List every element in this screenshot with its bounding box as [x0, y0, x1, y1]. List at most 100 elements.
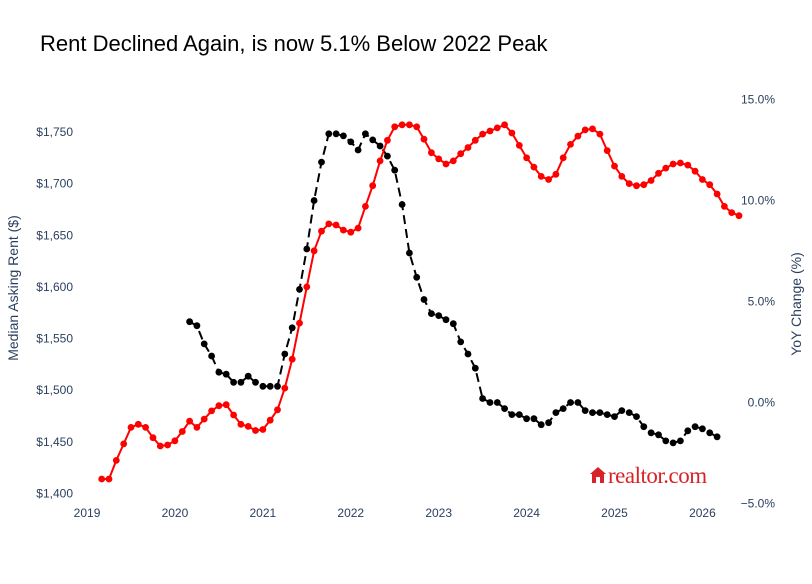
- yoy-change-point: [479, 395, 486, 402]
- yoy-change-point: [574, 399, 582, 406]
- y-axis-ticks: $1,400 $1,450 $1,500 $1,550 $1,600 $1,650 $1,7…: [36, 125, 73, 501]
- y2-tick-label: 0.0%: [748, 396, 776, 410]
- yoy-change-point: [603, 411, 611, 418]
- yoy-change-point: [567, 399, 574, 406]
- median-rent-point: [677, 159, 684, 167]
- median-rent-point: [200, 415, 208, 423]
- median-rent-point: [625, 180, 633, 188]
- yoy-change-point: [611, 413, 618, 420]
- realtor-logo-text: realtor.com: [608, 463, 707, 488]
- median-rent-point: [391, 123, 399, 131]
- median-rent-point: [559, 154, 567, 162]
- x-tick-label: 2020: [162, 506, 189, 520]
- median-rent-point: [530, 163, 538, 171]
- median-rent-point: [633, 182, 640, 190]
- y2-axis-title: YoY Change (%): [788, 252, 804, 356]
- chart-title: Rent Declined Again, is now 5.1% Below 2…: [40, 31, 549, 56]
- yoy-change-point: [237, 378, 245, 386]
- median-rent-point: [413, 123, 421, 131]
- median-rent-point: [596, 130, 604, 138]
- median-rent-point: [728, 209, 736, 217]
- x-tick-label: 2019: [74, 506, 101, 520]
- median-rent-point: [347, 228, 355, 236]
- median-rent-point: [735, 212, 743, 220]
- median-rent-point: [105, 475, 113, 483]
- yoy-change-point: [486, 399, 494, 406]
- yoy-change-point: [244, 372, 252, 380]
- x-tick-label: 2022: [337, 506, 364, 520]
- y2-tick-label: 15.0%: [741, 93, 775, 107]
- y-tick-label: $1,550: [36, 332, 73, 346]
- y-tick-label: $1,600: [36, 280, 73, 294]
- median-rent-point: [376, 157, 384, 165]
- median-rent-point: [464, 144, 472, 151]
- yoy-change-point: [442, 316, 450, 324]
- median-rent-point: [127, 424, 135, 431]
- yoy-change-point: [325, 130, 333, 138]
- yoy-change-point: [662, 437, 670, 445]
- median-rent-point: [178, 428, 186, 435]
- yoy-change-point: [208, 352, 216, 360]
- yoy-change-point: [413, 273, 421, 281]
- median-rent-point: [318, 227, 325, 235]
- yoy-change-point: [457, 338, 465, 346]
- median-rent-point: [581, 126, 589, 134]
- median-rent-point: [259, 426, 267, 433]
- yoy-change-point: [508, 411, 516, 418]
- yoy-change-point: [647, 429, 655, 437]
- median-rent-point: [428, 149, 435, 157]
- x-axis-ticks: 2019 2020 2021 2022 2023 2024 2025 2026: [74, 506, 716, 520]
- median-rent-point: [471, 136, 479, 144]
- yoy-change-point: [296, 286, 303, 293]
- median-rent-point: [486, 127, 494, 135]
- median-rent-point: [435, 155, 443, 163]
- yoy-change-point: [420, 296, 428, 303]
- yoy-change-point: [406, 249, 413, 257]
- yoy-change-point: [230, 378, 238, 386]
- yoy-change-point: [222, 370, 230, 378]
- median-rent-point: [706, 181, 714, 189]
- yoy-change-point: [501, 405, 508, 412]
- y-tick-label: $1,400: [36, 487, 73, 501]
- yoy-change-point: [318, 158, 325, 166]
- yoy-change-point: [288, 324, 296, 332]
- median-rent-point: [655, 169, 662, 177]
- y-tick-label: $1,700: [36, 177, 73, 191]
- yoy-change-point: [200, 340, 208, 348]
- median-rent-point: [281, 384, 289, 392]
- median-rent-point: [406, 121, 413, 129]
- median-rent-point: [384, 136, 391, 144]
- yoy-change-point: [493, 399, 501, 406]
- yoy-change-point: [552, 409, 560, 416]
- median-rent-point: [501, 121, 508, 129]
- median-rent-point: [303, 283, 311, 291]
- yoy-change-point: [581, 407, 589, 414]
- median-rent-point: [457, 150, 465, 158]
- yoy-change-point: [398, 201, 406, 208]
- median-rent-point: [332, 221, 340, 229]
- median-rent-point: [493, 124, 501, 132]
- yoy-change-point: [655, 431, 662, 439]
- median-rent-point: [515, 142, 523, 149]
- median-rent-point: [603, 147, 611, 155]
- yoy-change-point: [530, 415, 538, 423]
- yoy-change-point: [266, 382, 274, 390]
- yoy-change-point: [545, 419, 552, 427]
- yoy-change-point: [369, 136, 377, 144]
- yoy-change-point: [259, 382, 267, 390]
- yoy-change-point: [332, 130, 340, 138]
- median-rent-point: [296, 319, 303, 327]
- median-rent-point: [274, 406, 281, 414]
- yoy-change-point: [523, 415, 530, 423]
- median-rent-point: [98, 475, 106, 483]
- median-rent-point: [237, 420, 245, 428]
- median-rent-point: [567, 141, 574, 148]
- house-icon: [590, 467, 606, 483]
- median-rent-point: [442, 160, 450, 168]
- yoy-change-point: [684, 427, 692, 435]
- y-tick-label: $1,650: [36, 228, 73, 242]
- median-rent-point: [230, 411, 238, 419]
- median-rent-point: [149, 434, 157, 442]
- yoy-change-point: [252, 378, 259, 386]
- median-rent-point: [325, 220, 333, 228]
